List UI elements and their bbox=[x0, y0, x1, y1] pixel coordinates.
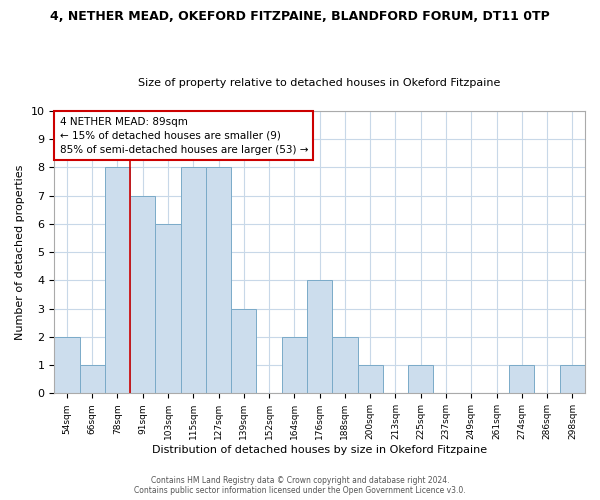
Bar bbox=[181, 168, 206, 394]
Bar bbox=[307, 280, 332, 394]
Text: Contains HM Land Registry data © Crown copyright and database right 2024.
Contai: Contains HM Land Registry data © Crown c… bbox=[134, 476, 466, 495]
Text: 4 NETHER MEAD: 89sqm
← 15% of detached houses are smaller (9)
85% of semi-detach: 4 NETHER MEAD: 89sqm ← 15% of detached h… bbox=[59, 116, 308, 154]
Bar bbox=[509, 365, 535, 394]
Title: Size of property relative to detached houses in Okeford Fitzpaine: Size of property relative to detached ho… bbox=[139, 78, 501, 88]
X-axis label: Distribution of detached houses by size in Okeford Fitzpaine: Distribution of detached houses by size … bbox=[152, 445, 487, 455]
Bar bbox=[332, 337, 358, 394]
Y-axis label: Number of detached properties: Number of detached properties bbox=[15, 164, 25, 340]
Bar bbox=[358, 365, 383, 394]
Bar bbox=[54, 337, 80, 394]
Bar bbox=[408, 365, 433, 394]
Bar bbox=[282, 337, 307, 394]
Bar bbox=[105, 168, 130, 394]
Bar bbox=[231, 308, 256, 394]
Bar bbox=[155, 224, 181, 394]
Bar bbox=[206, 168, 231, 394]
Text: 4, NETHER MEAD, OKEFORD FITZPAINE, BLANDFORD FORUM, DT11 0TP: 4, NETHER MEAD, OKEFORD FITZPAINE, BLAND… bbox=[50, 10, 550, 23]
Bar bbox=[560, 365, 585, 394]
Bar bbox=[80, 365, 105, 394]
Bar bbox=[130, 196, 155, 394]
